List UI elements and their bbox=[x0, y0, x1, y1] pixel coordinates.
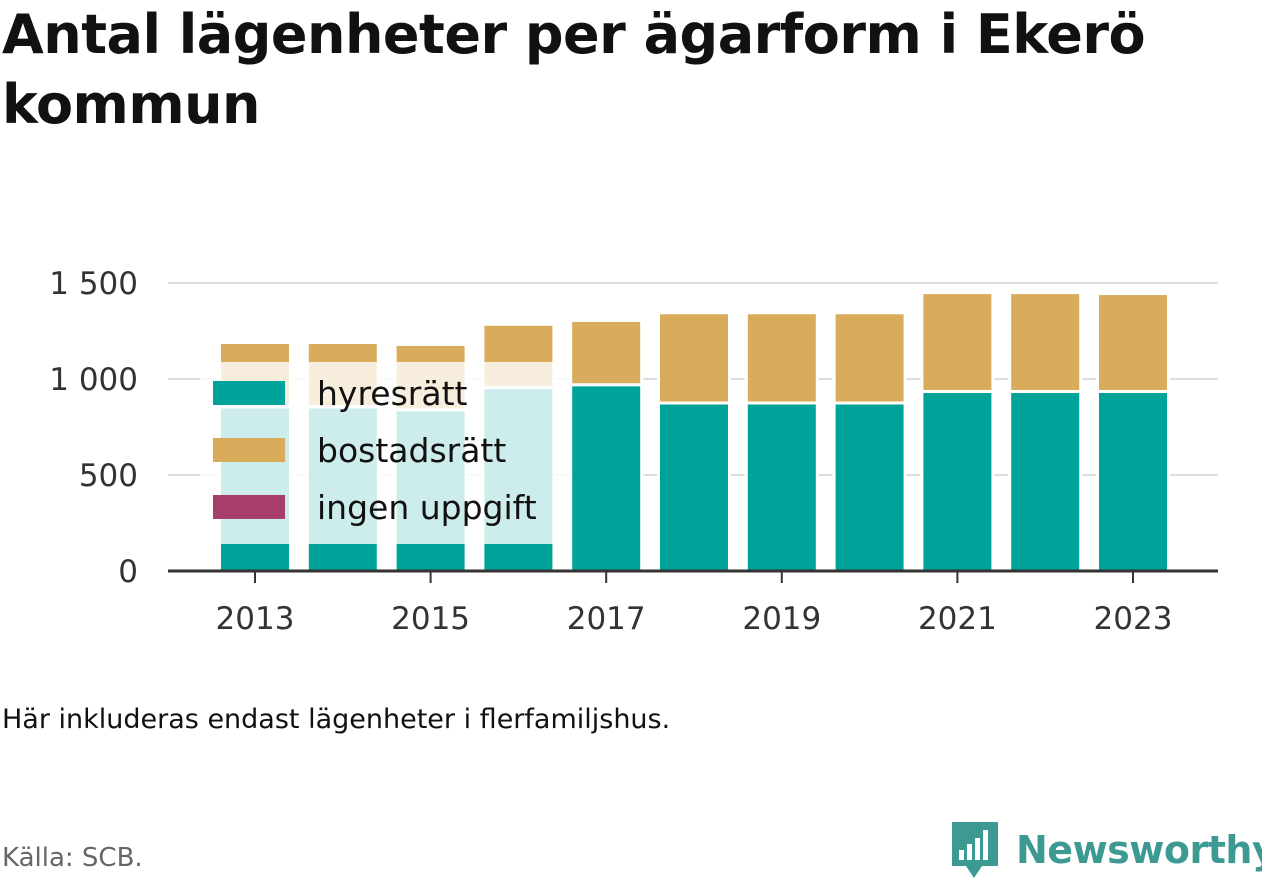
bar-segment-bostadsratt-2020 bbox=[832, 311, 907, 405]
x-axis-tick-labels: 2013 2015 2017 2019 2021 2023 bbox=[216, 571, 1173, 637]
y-tick-label: 1 000 bbox=[49, 362, 138, 398]
x-tick-label: 2015 bbox=[391, 601, 470, 637]
chart-title: Antal lägenheter per ägarform i Ekerö ko… bbox=[2, 3, 1146, 136]
bar-segment-bostadsratt-2021 bbox=[920, 291, 995, 393]
legend-swatch bbox=[213, 381, 285, 405]
y-tick-label: 500 bbox=[79, 458, 138, 494]
y-axis-tick-labels: 0 500 1 000 1 500 bbox=[49, 266, 138, 590]
legend-label: hyresrätt bbox=[317, 374, 468, 413]
legend-label: bostadsrätt bbox=[317, 431, 506, 470]
bar-segment-bostadsratt-2023 bbox=[1096, 292, 1170, 393]
x-tick-label: 2019 bbox=[742, 601, 821, 637]
chart-note: Här inkluderas endast lägenheter i flerf… bbox=[2, 704, 671, 735]
bar-segment-bostadsratt-2017 bbox=[569, 318, 644, 387]
brand-name: Newsworthy bbox=[1016, 828, 1262, 872]
legend-swatch bbox=[213, 495, 285, 519]
bar-segment-hyresratt-2018 bbox=[657, 401, 731, 573]
legend-label: ingen uppgift bbox=[317, 488, 537, 527]
x-tick-label: 2013 bbox=[216, 601, 295, 637]
bar-segment-hyresratt-2019 bbox=[744, 401, 819, 573]
bar-segment-hyresratt-2021 bbox=[920, 389, 995, 573]
source-text: Källa: SCB. bbox=[2, 843, 143, 873]
newsworthy-logo-icon bbox=[952, 822, 998, 878]
x-tick-label: 2021 bbox=[918, 601, 997, 637]
legend: hyresrätt bostadsrätt ingen uppgift bbox=[200, 362, 570, 544]
bar-segment-hyresratt-2017 bbox=[569, 383, 644, 573]
newsworthy-logo: Newsworthy bbox=[950, 820, 1262, 880]
y-tick-label: 1 500 bbox=[49, 266, 138, 302]
legend-swatch bbox=[213, 438, 285, 462]
bar-segment-bostadsratt-2019 bbox=[744, 311, 819, 405]
bar-segment-bostadsratt-2018 bbox=[657, 311, 731, 405]
bar-segment-hyresratt-2022 bbox=[1008, 389, 1083, 573]
x-tick-label: 2023 bbox=[1094, 601, 1173, 637]
bar-segment-hyresratt-2023 bbox=[1096, 389, 1170, 573]
bar-segment-hyresratt-2020 bbox=[832, 401, 907, 573]
y-tick-label: 0 bbox=[118, 554, 138, 590]
bar-segment-bostadsratt-2022 bbox=[1008, 291, 1083, 393]
x-tick-label: 2017 bbox=[567, 601, 646, 637]
